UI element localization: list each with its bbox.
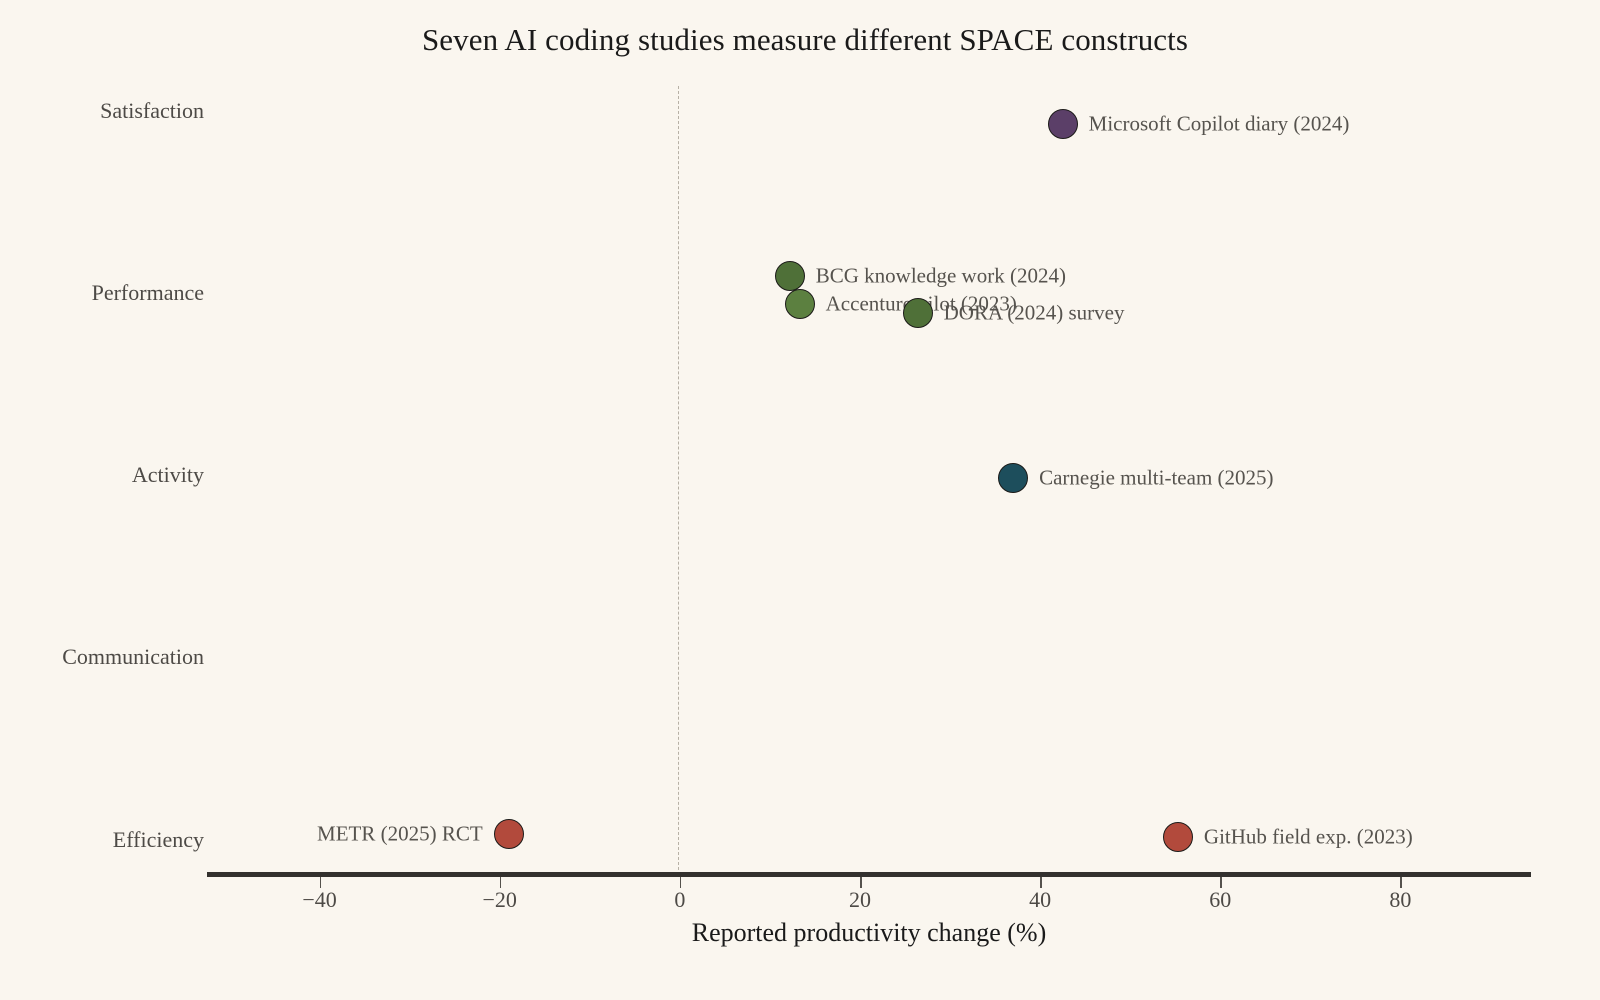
zero-reference-line [678,86,679,875]
y-axis-label-activity: Activity [131,462,204,487]
y-axis-label-performance: Performance [91,280,204,305]
x-tick-mark [1040,877,1042,888]
data-point-label: Microsoft Copilot diary (2024) [1088,111,1350,136]
y-axis-label-satisfaction: Satisfaction [100,98,204,123]
x-axis-line [207,872,1531,877]
x-tick-label: 80 [1389,887,1412,912]
x-tick-mark [859,877,862,888]
x-tick-mark [1400,877,1402,888]
data-point-marker[interactable] [998,463,1029,493]
data-point-marker[interactable] [1162,822,1193,852]
x-tick-label: −20 [482,887,517,912]
x-tick-mark [1220,877,1222,888]
data-point-label: GitHub field exp. (2023) [1203,824,1413,849]
data-point-label: DORA (2024) survey [943,300,1125,325]
data-point-marker[interactable] [902,298,933,328]
x-tick-label: 40 [1029,887,1052,912]
x-axis-title: Reported productivity change (%) [691,918,1047,947]
data-point-marker[interactable] [784,289,815,319]
y-axis-label-efficiency: Efficiency [112,827,204,852]
data-point-label: BCG knowledge work (2024) [815,263,1066,288]
x-tick-label: 20 [848,887,871,912]
x-tick-mark [499,877,502,888]
data-point-marker[interactable] [1047,109,1078,139]
chart-title: Seven AI coding studies measure differen… [421,22,1189,57]
data-point-marker[interactable] [774,261,805,291]
y-axis-label-communication: Communication [62,644,204,669]
data-point-label: METR (2025) RCT [317,821,483,846]
x-tick-label: 0 [674,887,686,912]
data-point-label: Carnegie multi-team (2025) [1039,465,1274,490]
x-tick-label: 60 [1209,887,1232,912]
data-point-marker[interactable] [493,819,524,849]
x-tick-mark [319,877,322,888]
x-tick-mark [679,877,682,888]
x-tick-label: −40 [302,887,337,912]
